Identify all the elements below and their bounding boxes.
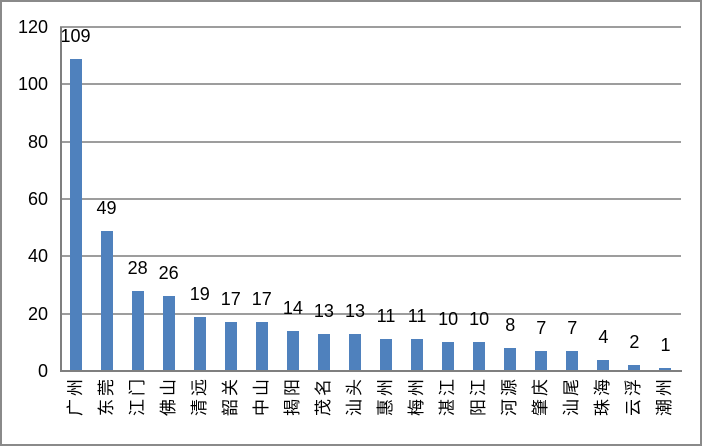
x-axis-category-label: 惠州 bbox=[376, 376, 396, 416]
bar bbox=[348, 333, 361, 371]
gridline bbox=[60, 312, 681, 315]
bar-value-label: 13 bbox=[313, 300, 334, 321]
x-axis-category-label: 中山 bbox=[251, 376, 271, 416]
bar bbox=[317, 333, 330, 371]
bar bbox=[411, 339, 424, 371]
bar-value-label: 4 bbox=[598, 326, 609, 347]
bar-value-label: 1 bbox=[660, 335, 671, 356]
x-axis-category-label: 江门 bbox=[127, 376, 147, 416]
bar-value-label: 17 bbox=[251, 289, 272, 310]
x-axis-category-label: 阳江 bbox=[469, 376, 489, 416]
bar-value-label: 7 bbox=[536, 317, 547, 338]
bar-value-label: 13 bbox=[344, 300, 365, 321]
bar-value-label: 26 bbox=[158, 263, 179, 284]
y-axis-tick-label: 120 bbox=[17, 17, 48, 37]
bar bbox=[131, 290, 144, 371]
x-axis-category-label: 茂名 bbox=[313, 376, 333, 416]
bar bbox=[224, 322, 237, 371]
bar-value-label: 11 bbox=[407, 306, 427, 327]
x-axis-category-label: 云浮 bbox=[624, 376, 644, 416]
x-axis-category-label: 广州 bbox=[65, 376, 85, 416]
x-axis-category-label: 汕尾 bbox=[562, 376, 582, 416]
bar bbox=[628, 365, 641, 371]
x-axis-category-label: 肇庆 bbox=[531, 376, 551, 416]
bar-value-label: 109 bbox=[60, 25, 91, 46]
x-axis-category-label: 梅州 bbox=[407, 376, 427, 416]
bar-value-label: 28 bbox=[127, 257, 148, 278]
bar bbox=[162, 296, 175, 371]
bar bbox=[473, 342, 486, 371]
bar bbox=[442, 342, 455, 371]
bar bbox=[659, 368, 672, 371]
bar-value-label: 11 bbox=[376, 306, 396, 327]
bar bbox=[69, 58, 82, 371]
bar-value-label: 17 bbox=[220, 289, 241, 310]
bar-value-label: 14 bbox=[282, 297, 303, 318]
bar bbox=[286, 330, 299, 371]
x-axis-category-label: 珠海 bbox=[593, 376, 613, 416]
x-axis-category-label: 河源 bbox=[500, 376, 520, 416]
x-axis-category-label: 湛江 bbox=[438, 376, 458, 416]
x-axis-category-label: 揭阳 bbox=[282, 376, 302, 416]
x-axis-line bbox=[60, 370, 682, 372]
gridline bbox=[60, 140, 681, 143]
x-axis-category-label: 韶关 bbox=[220, 376, 240, 416]
bar bbox=[255, 322, 268, 371]
x-axis-category-label: 清远 bbox=[189, 376, 209, 416]
bar bbox=[380, 339, 393, 371]
y-axis-tick-label: 100 bbox=[17, 74, 48, 95]
x-axis-category-label: 佛山 bbox=[158, 376, 178, 416]
bar-value-label: 8 bbox=[505, 315, 516, 336]
bar-value-label: 49 bbox=[96, 197, 117, 218]
bar bbox=[597, 359, 610, 371]
bar-value-label: 10 bbox=[469, 309, 490, 330]
bar bbox=[100, 230, 113, 371]
gridline bbox=[60, 198, 681, 200]
x-axis-category-label: 潮州 bbox=[655, 376, 675, 416]
y-axis-tick-label: 60 bbox=[27, 189, 48, 209]
x-axis-category-label: 东莞 bbox=[96, 376, 116, 416]
bar-value-label: 7 bbox=[567, 317, 578, 338]
y-axis-tick-label: 80 bbox=[27, 131, 48, 152]
bar-value-label: 2 bbox=[629, 332, 640, 353]
bar bbox=[535, 350, 548, 371]
bar-value-label: 19 bbox=[189, 283, 210, 304]
y-axis-tick-label: 40 bbox=[27, 246, 48, 267]
bar bbox=[193, 316, 206, 371]
y-axis-tick-label: 0 bbox=[37, 361, 48, 381]
x-axis-category-label: 汕头 bbox=[344, 376, 364, 416]
y-axis-line bbox=[60, 27, 62, 372]
gridline bbox=[60, 83, 681, 86]
bar bbox=[504, 348, 517, 371]
bar bbox=[566, 350, 579, 371]
y-axis-tick-label: 20 bbox=[27, 303, 48, 324]
bar-value-label: 10 bbox=[438, 309, 459, 330]
gridline bbox=[60, 255, 681, 258]
gridline bbox=[60, 26, 681, 28]
